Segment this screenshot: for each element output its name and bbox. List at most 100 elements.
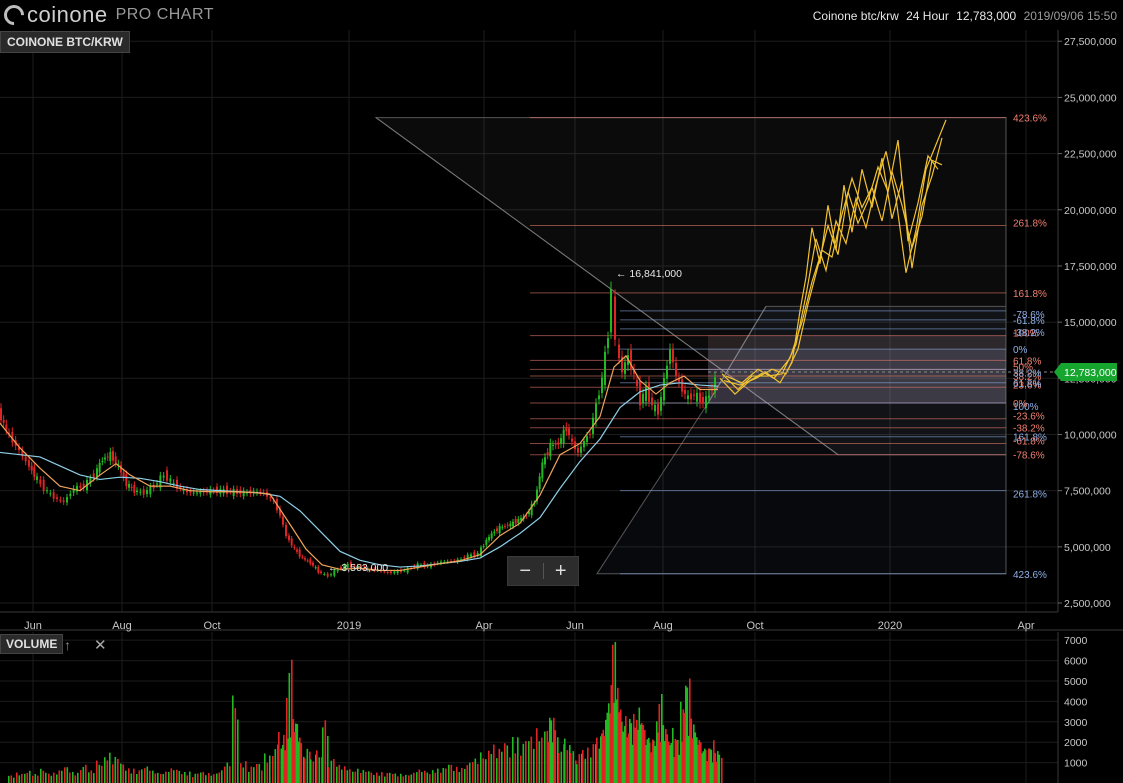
volume-bar xyxy=(709,748,711,783)
last-price-label: 12,783,000 xyxy=(1064,367,1117,379)
candle-body xyxy=(476,553,479,556)
price-tick-label: 7,500,000 xyxy=(1064,486,1111,498)
candle-body xyxy=(320,571,322,573)
volume-bar xyxy=(700,742,702,783)
price-chart[interactable]: 423.6%261.8%161.8%100%61.8%50%38.2%23.6%… xyxy=(0,30,1123,783)
volume-bar xyxy=(125,770,127,783)
volume-bar xyxy=(330,760,333,783)
volume-bar xyxy=(681,741,683,783)
candle-body xyxy=(396,570,399,574)
volume-bar xyxy=(253,767,255,783)
candle-body xyxy=(279,508,281,516)
volume-bar xyxy=(144,768,146,783)
volume-bar xyxy=(194,773,197,783)
volume-bar xyxy=(114,756,117,783)
volume-bar xyxy=(705,750,707,783)
price-tick-label: 20,000,000 xyxy=(1064,205,1117,217)
candle-body xyxy=(621,356,623,373)
volume-bar xyxy=(53,772,55,783)
volume-bar xyxy=(120,763,122,783)
candle-body xyxy=(272,500,275,502)
candle-body xyxy=(460,559,462,561)
volume-bar xyxy=(315,754,317,783)
volume-bar xyxy=(381,772,383,783)
volume-bar xyxy=(349,769,351,783)
candle-body xyxy=(288,535,290,541)
candle-body xyxy=(440,561,442,564)
volume-bar xyxy=(245,761,247,783)
volume-bar xyxy=(154,773,157,783)
volume-bar xyxy=(606,712,609,783)
volume-bar xyxy=(208,772,210,783)
candle-body xyxy=(565,427,568,432)
volume-bar xyxy=(664,741,666,783)
candle-body xyxy=(498,525,501,534)
logo[interactable]: coinone PRO CHART xyxy=(0,0,214,30)
candle-body xyxy=(512,521,514,527)
price-tick-label: 5,000,000 xyxy=(1064,542,1111,554)
volume-bar xyxy=(216,773,218,783)
volume-bar xyxy=(40,768,42,783)
candle-body xyxy=(601,377,603,394)
volume-bar xyxy=(612,644,614,783)
candle-body xyxy=(530,503,533,516)
fib-upper-level-label: -61.8% xyxy=(1013,436,1045,447)
volume-bar xyxy=(680,701,682,783)
volume-bar xyxy=(256,764,258,783)
volume-bar xyxy=(48,773,50,783)
volume-tick-label: 5000 xyxy=(1064,676,1088,688)
candle-body xyxy=(586,436,588,442)
candle-body xyxy=(59,499,62,501)
volume-bar xyxy=(21,773,23,783)
candle-body xyxy=(343,565,346,570)
volume-bar xyxy=(213,774,215,783)
volume-bar xyxy=(600,736,602,783)
volume-bar xyxy=(16,772,18,783)
volume-bar xyxy=(713,740,715,783)
candle-body xyxy=(323,573,326,575)
fib-upper-level-label: 100% xyxy=(1013,329,1039,340)
zoom-out-button[interactable]: − xyxy=(519,559,532,582)
candle-body xyxy=(79,485,82,488)
candle-body xyxy=(69,493,72,497)
close-icon[interactable]: ✕ xyxy=(94,637,107,654)
candle-body xyxy=(293,546,296,548)
candle-body xyxy=(356,565,359,569)
candle-body xyxy=(162,475,165,478)
candle-body xyxy=(583,440,585,448)
candle-body xyxy=(580,446,582,453)
candle-body xyxy=(169,478,172,482)
candle-body xyxy=(92,473,95,479)
zoom-in-button[interactable]: + xyxy=(554,559,567,582)
time-tick-label: Oct xyxy=(203,620,220,632)
volume-bar xyxy=(708,748,710,783)
candle-body xyxy=(443,561,446,563)
last-price-tag xyxy=(1054,362,1117,381)
candle-body xyxy=(473,552,476,557)
volume-label: VOLUME xyxy=(0,634,64,654)
volume-bar xyxy=(128,768,130,783)
move-up-icon[interactable]: ↑ xyxy=(64,637,71,653)
volume-bar xyxy=(333,759,335,783)
volume-bar xyxy=(357,768,359,783)
volume-tick-label: 4000 xyxy=(1064,696,1088,708)
volume-bar xyxy=(426,772,429,783)
volume-bar xyxy=(386,773,389,783)
volume-bar xyxy=(104,757,106,783)
volume-bar xyxy=(569,745,571,783)
candle-body xyxy=(675,362,677,376)
candle-body xyxy=(314,567,317,569)
candle-body xyxy=(393,571,396,574)
volume-bar xyxy=(649,742,651,783)
volume-bar xyxy=(322,727,324,783)
volume-bar xyxy=(692,738,694,783)
volume-bar xyxy=(604,735,606,783)
candle-body xyxy=(101,461,104,463)
candle-body xyxy=(128,483,130,488)
volume-bar xyxy=(581,753,583,783)
volume-bar xyxy=(437,768,439,783)
candle-body xyxy=(179,486,182,489)
volume-bar xyxy=(442,768,445,783)
volume-bar xyxy=(450,764,453,783)
volume-bar xyxy=(432,770,434,783)
